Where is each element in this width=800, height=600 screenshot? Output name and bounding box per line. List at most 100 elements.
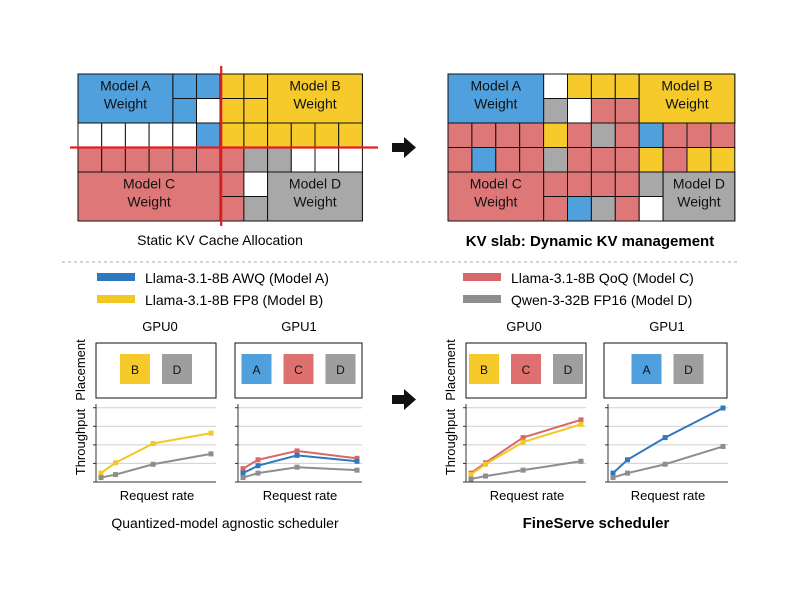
- data-point-b: [482, 461, 488, 467]
- kv-cell: [710, 147, 736, 173]
- kv-slab-caption: KV slab: Dynamic KV management: [466, 233, 714, 250]
- model-d-weight-block: [267, 171, 363, 222]
- gpu0-placement-box: [95, 342, 217, 399]
- kv-cell: [172, 98, 198, 124]
- throughput-axis-label: Throughput: [73, 408, 88, 475]
- kv-cell: [638, 147, 664, 173]
- kv-cell: [196, 122, 221, 148]
- kv-cell: [77, 122, 103, 148]
- kv-cell: [124, 122, 150, 148]
- kv-cell: [590, 171, 616, 197]
- kv-cell: [196, 73, 221, 99]
- kv-cell: [267, 122, 292, 148]
- kv-cell: [567, 196, 592, 222]
- data-point-d: [294, 464, 300, 470]
- model-c-block-label: C: [522, 363, 531, 377]
- data-point-d: [578, 458, 584, 464]
- kv-cell: [567, 147, 592, 173]
- kv-cell: [219, 122, 245, 148]
- data-point-d: [354, 467, 360, 473]
- gpu0-label: GPU0: [142, 319, 177, 334]
- gpu0-label: GPU0: [506, 319, 541, 334]
- model-b-block: [469, 354, 499, 384]
- kv-cell: [519, 122, 545, 148]
- model-c-weight-block: [77, 171, 221, 222]
- data-point-b: [208, 430, 214, 436]
- kv-cell: [638, 196, 664, 222]
- model-d-block: [325, 354, 356, 384]
- data-point-c: [255, 457, 261, 463]
- kv-cell: [662, 147, 688, 173]
- legend-label-model-a: Llama-3.1-8B AWQ (Model A): [145, 270, 329, 286]
- kv-cell: [614, 98, 640, 124]
- data-point-d: [98, 475, 104, 481]
- placement-axis-label: Placement: [73, 339, 88, 401]
- kv-cell: [543, 147, 568, 173]
- kv-cell: [614, 196, 640, 222]
- model-a-block: [241, 354, 272, 384]
- kv-cell: [543, 122, 568, 148]
- kv-cell: [243, 73, 269, 99]
- model-a-weight-block-label: Model A: [471, 78, 522, 94]
- data-point-a: [720, 405, 726, 411]
- model-d-weight-block-label: Weight: [677, 194, 720, 210]
- kv-cell: [567, 98, 592, 124]
- gpu1-throughput-chart: [605, 404, 728, 483]
- model-b-weight-block-label: Model B: [661, 78, 712, 94]
- kv-cell: [124, 147, 150, 173]
- data-point-d: [624, 470, 630, 476]
- data-point-b: [150, 441, 156, 447]
- data-point-a: [624, 457, 630, 463]
- kv-cell: [590, 196, 616, 222]
- model-a-weight-block-label: Weight: [104, 96, 147, 112]
- kv-cell: [219, 147, 245, 173]
- kv-cell: [686, 122, 712, 148]
- kv-cell: [543, 171, 568, 197]
- series-line-c: [470, 418, 582, 474]
- legend: Llama-3.1-8B AWQ (Model A) Llama-3.1-8B …: [97, 270, 694, 308]
- agnostic-scheduler-panel: GPU0 GPU1 Placement Throughput B D A C D Re…: [73, 319, 363, 531]
- kv-cell: [590, 73, 616, 99]
- kv-cell: [567, 73, 592, 99]
- gpu1-label: GPU1: [281, 319, 316, 334]
- kv-cell: [290, 122, 316, 148]
- data-point-c: [240, 466, 246, 472]
- data-point-b: [468, 472, 474, 478]
- kv-cell: [567, 122, 592, 148]
- kv-cell: [543, 73, 568, 99]
- data-point-a: [610, 470, 616, 476]
- data-point-b: [520, 439, 526, 445]
- model-d-weight-block-label: Model D: [289, 176, 341, 192]
- model-d-block: [673, 354, 704, 384]
- x-axis-label-gpu0: Request rate: [490, 488, 564, 503]
- data-point-c: [520, 435, 526, 441]
- model-c-block: [283, 354, 314, 384]
- model-c-weight-block-label: Model C: [123, 176, 175, 192]
- model-d-block: [553, 354, 583, 384]
- model-d-block-label: D: [336, 363, 345, 377]
- model-a-block-label: A: [252, 363, 260, 377]
- data-point-a: [662, 435, 668, 441]
- kv-cell: [314, 147, 340, 173]
- model-b-weight-block: [638, 73, 736, 124]
- model-d-block: [162, 354, 192, 384]
- kv-cell: [471, 147, 497, 173]
- model-c-weight-block-label: Model C: [470, 176, 522, 192]
- data-point-d: [112, 472, 118, 478]
- kv-cell: [243, 122, 269, 148]
- series-line-d: [612, 445, 724, 479]
- data-point-d: [150, 461, 156, 467]
- model-c-block-label: C: [294, 363, 303, 377]
- static-kv-caption: Static KV Cache Allocation: [137, 232, 303, 248]
- data-point-d: [520, 467, 526, 473]
- kv-cell: [219, 73, 245, 99]
- model-c-weight-block: [447, 171, 545, 222]
- data-point-d: [610, 475, 616, 481]
- kv-cell: [196, 98, 221, 124]
- legend-swatch-model-a: [97, 273, 135, 281]
- model-a-block: [631, 354, 662, 384]
- data-point-a: [294, 452, 300, 458]
- kv-cell: [710, 122, 736, 148]
- model-a-weight-block-label: Weight: [474, 96, 517, 112]
